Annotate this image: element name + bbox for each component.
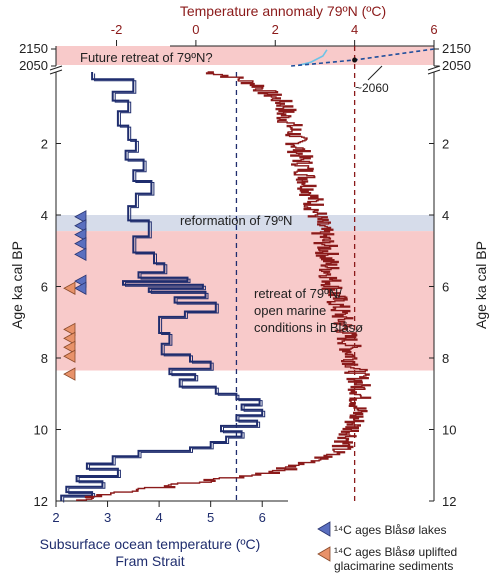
future-tick-label-right: 2050 bbox=[442, 58, 471, 73]
future-layer bbox=[291, 48, 435, 67]
series-79n-anomaly-line bbox=[76, 71, 372, 501]
y-axis-title-right: Age ka cal BP bbox=[473, 241, 489, 329]
y-tick-label-right: 4 bbox=[442, 208, 449, 223]
top-tick-label: 4 bbox=[351, 22, 358, 37]
axis-break-left bbox=[49, 65, 63, 75]
bottom-tick-label: 4 bbox=[155, 510, 162, 525]
y-tick-label-right: 6 bbox=[442, 280, 449, 295]
reformation-band bbox=[56, 215, 434, 232]
series-layer bbox=[60, 71, 372, 503]
lakes-age-marker bbox=[74, 219, 87, 233]
annotation-2060-pointer bbox=[367, 65, 383, 81]
top-tick-label: 0 bbox=[192, 22, 199, 37]
legend: ¹⁴C ages Blåsø lakes ¹⁴C ages Blåsø upli… bbox=[317, 521, 457, 573]
y-tick-label-left: 12 bbox=[34, 494, 48, 509]
retreat-label-3: conditions in Blåsø bbox=[254, 320, 363, 335]
annotation-2060: ~2060 bbox=[355, 81, 389, 95]
future-tick-label-right: 2150 bbox=[442, 41, 471, 56]
sediments-age-marker bbox=[63, 281, 76, 295]
bottom-tick-label: 6 bbox=[259, 510, 266, 525]
y-tick-label-left: 4 bbox=[41, 208, 48, 223]
future-observed-line bbox=[298, 49, 328, 66]
y-tick-label-left: 10 bbox=[34, 423, 48, 438]
y-tick-label-right: 10 bbox=[442, 423, 456, 438]
y-axis-ticks: 2 2 4 4 6 6 8 8 10 10 12 12 2150 2150 2050 2050 bbox=[19, 41, 471, 509]
y-tick-label-left: 6 bbox=[41, 280, 48, 295]
retreat-label-2: open marine bbox=[254, 303, 326, 318]
legend-sediments-marker bbox=[317, 546, 331, 562]
bottom-tick-label: 3 bbox=[104, 510, 111, 525]
legend-sediments-label-2: glacimarine sediments bbox=[334, 559, 453, 573]
y-tick-label-left: 8 bbox=[41, 351, 48, 366]
bottom-axis-ticks: 2 3 4 5 6 bbox=[52, 501, 266, 525]
y-tick-label-right: 8 bbox=[442, 351, 449, 366]
future-retreat-label: Future retreat of 79ºN? bbox=[80, 50, 213, 65]
future-retreat-band bbox=[56, 46, 434, 65]
lakes-age-marker bbox=[74, 227, 87, 242]
bottom-tick-label: 2 bbox=[52, 510, 59, 525]
sediments-age-marker bbox=[63, 331, 76, 346]
future-tick-label-left: 2050 bbox=[19, 58, 48, 73]
top-axis-ticks: -2 0 2 4 6 bbox=[111, 22, 438, 46]
future-tick-label-left: 2150 bbox=[19, 41, 48, 56]
lakes-age-marker bbox=[74, 210, 87, 224]
y-tick-label-left: 2 bbox=[41, 137, 48, 152]
legend-lakes-label: ¹⁴C ages Blåsø lakes bbox=[334, 523, 447, 537]
axis-break-right bbox=[427, 65, 441, 75]
series-fram-strait-line-inner bbox=[63, 73, 266, 503]
sediments-age-marker bbox=[63, 322, 76, 337]
marker-layer bbox=[63, 210, 87, 381]
legend-sediments-label-1: ¹⁴C ages Blåsø uplifted bbox=[334, 545, 457, 559]
y-tick-label-right: 12 bbox=[442, 494, 456, 509]
bottom-tick-label: 5 bbox=[207, 510, 214, 525]
series-fram-strait-line bbox=[60, 72, 264, 501]
bottom-axis-title-1: Subsurface ocean temperature (ºC) bbox=[40, 536, 261, 552]
sediments-age-marker bbox=[63, 367, 76, 381]
future-2060-point bbox=[352, 57, 358, 63]
top-tick-label: -2 bbox=[111, 22, 123, 37]
retreat-band bbox=[56, 231, 434, 371]
sediments-age-marker bbox=[63, 349, 76, 363]
retreat-label-1: retreat of 79ºN/ bbox=[254, 286, 342, 301]
lakes-age-marker bbox=[74, 247, 87, 261]
legend-lakes-marker bbox=[317, 521, 331, 537]
y-tick-label-right: 2 bbox=[442, 137, 449, 152]
top-tick-label: 2 bbox=[272, 22, 279, 37]
bottom-axis-title-2: Fram Strait bbox=[115, 553, 184, 569]
lakes-age-marker bbox=[74, 281, 87, 295]
sediments-age-marker bbox=[63, 340, 76, 354]
y-axis-title-left: Age ka cal BP bbox=[9, 241, 25, 329]
top-axis-title: Temperature annomaly 79ºN (ºC) bbox=[180, 3, 386, 19]
lakes-age-marker bbox=[74, 236, 87, 251]
top-tick-label: 6 bbox=[430, 22, 437, 37]
reformation-label: reformation of 79ºN bbox=[180, 213, 292, 228]
